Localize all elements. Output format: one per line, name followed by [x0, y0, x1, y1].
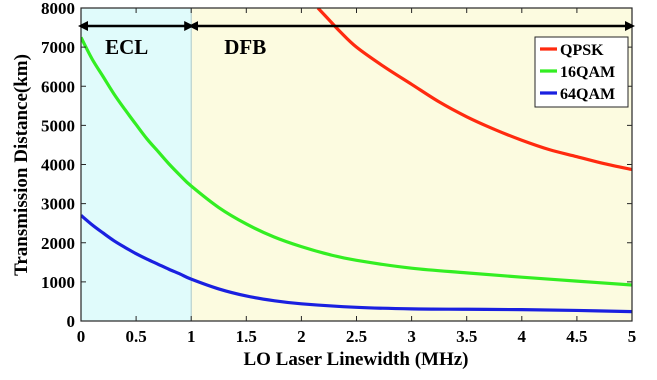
x-tick-label: 1	[187, 327, 196, 346]
y-tick-label: 6000	[41, 77, 75, 96]
y-tick-label: 8000	[41, 0, 75, 18]
x-axis-label: LO Laser Linewidth (MHz)	[243, 349, 468, 370]
series-line-16qam	[81, 36, 632, 287]
series-lines	[81, 8, 632, 314]
y-tick-label: 4000	[41, 156, 75, 175]
series-line-64qam	[81, 214, 632, 314]
region-label-ecl: ECL	[105, 35, 148, 59]
region-annotations: ECL DFB	[78, 21, 635, 59]
y-tick-label: 7000	[41, 38, 75, 57]
y-tick-label: 1000	[41, 273, 75, 292]
y-tick-label: 0	[67, 312, 76, 331]
legend-label-qpsk: QPSK	[560, 42, 604, 59]
x-tick-label: 5	[628, 327, 637, 346]
x-tick-label: 2	[297, 327, 306, 346]
region-ecl	[81, 8, 192, 321]
x-tick-label: 1.5	[236, 327, 257, 346]
axis-ticks: 0 0.5 1 1.5 2 2.5 3 3.5 4 4.5 5 0 1000 2000 3000 4000 50…	[41, 0, 636, 346]
y-tick-label: 2000	[41, 234, 75, 253]
x-tick-label: 4	[518, 327, 527, 346]
x-tick-label: 4.5	[566, 327, 587, 346]
legend: QPSK 16QAM 64QAM	[534, 36, 629, 108]
y-tick-label: 5000	[41, 116, 75, 135]
legend-label-16qam: 16QAM	[560, 64, 615, 81]
x-tick-label: 0	[77, 327, 86, 346]
x-tick-label: 2.5	[346, 327, 367, 346]
series-line-qpsk	[316, 8, 632, 172]
y-axis-label: Transmission Distance(km)	[11, 54, 32, 276]
x-tick-label: 0.5	[125, 327, 146, 346]
x-tick-label: 3	[407, 327, 416, 346]
x-tick-label: 3.5	[456, 327, 477, 346]
region-label-dfb: DFB	[224, 35, 266, 59]
y-tick-label: 3000	[41, 195, 75, 214]
legend-label-64qam: 64QAM	[560, 86, 615, 103]
